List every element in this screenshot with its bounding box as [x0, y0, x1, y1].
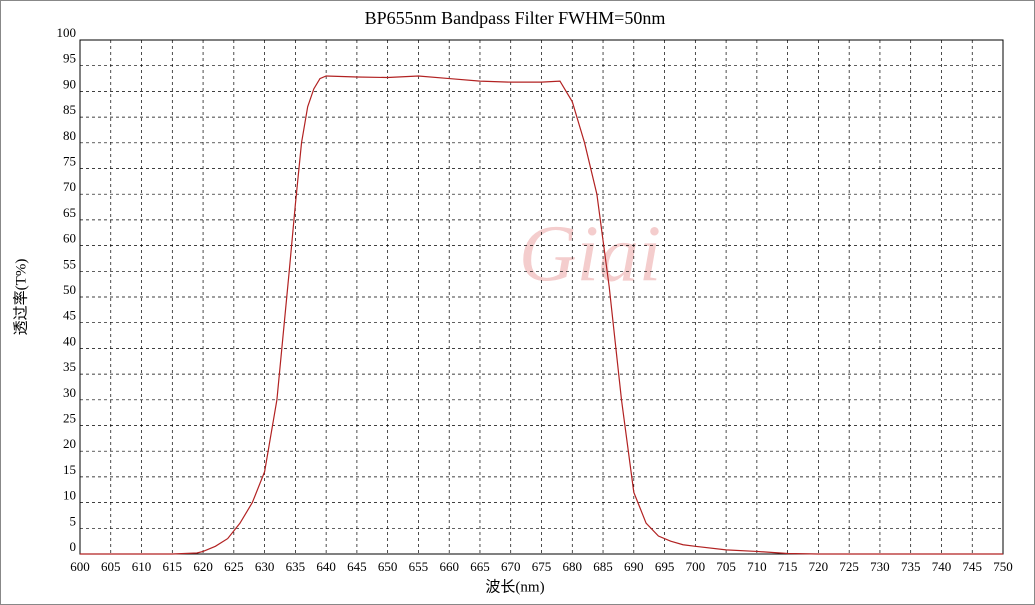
x-tick-label: 725 — [839, 559, 859, 574]
x-tick-label: 710 — [747, 559, 767, 574]
x-tick-label: 635 — [286, 559, 306, 574]
x-tick-label: 745 — [962, 559, 982, 574]
y-tick-label: 10 — [63, 488, 76, 503]
plot-border — [79, 39, 1004, 555]
x-tick-label: 620 — [193, 559, 213, 574]
x-tick-label: 715 — [778, 559, 798, 574]
x-tick-label: 685 — [593, 559, 613, 574]
y-tick-label: 45 — [63, 308, 76, 323]
y-tick-label: 100 — [57, 25, 77, 40]
x-tick-label: 730 — [870, 559, 890, 574]
y-tick-label: 95 — [63, 51, 76, 66]
y-tick-label: 0 — [70, 539, 77, 554]
y-tick-label: 30 — [63, 385, 76, 400]
x-tick-label: 655 — [409, 559, 429, 574]
x-tick-label: 615 — [163, 559, 183, 574]
y-tick-label: 20 — [63, 436, 76, 451]
y-tick-label: 55 — [63, 256, 76, 271]
x-tick-label: 720 — [809, 559, 829, 574]
x-tick-label: 735 — [901, 559, 921, 574]
y-tick-label: 25 — [63, 410, 76, 425]
x-tick-label: 700 — [686, 559, 706, 574]
x-tick-label: 670 — [501, 559, 521, 574]
x-tick-label: 740 — [932, 559, 952, 574]
y-tick-label: 90 — [63, 76, 76, 91]
watermark: Giai — [519, 210, 661, 298]
y-tick-label: 70 — [63, 179, 76, 194]
x-tick-label: 705 — [716, 559, 736, 574]
x-tick-label: 750 — [993, 559, 1013, 574]
x-tick-label: 675 — [532, 559, 552, 574]
x-tick-label: 640 — [316, 559, 336, 574]
x-axis-label: 波长(nm) — [485, 578, 544, 595]
x-tick-label: 665 — [470, 559, 490, 574]
y-tick-label: 15 — [63, 462, 76, 477]
y-tick-label: 50 — [63, 282, 76, 297]
x-tick-label: 650 — [378, 559, 398, 574]
y-tick-label: 5 — [70, 513, 77, 528]
chart-title: BP655nm Bandpass Filter FWHM=50nm — [365, 8, 666, 28]
y-tick-label: 40 — [63, 333, 76, 348]
line — [80, 75, 1003, 555]
x-tick-label: 610 — [132, 559, 152, 574]
x-tick-label: 625 — [224, 559, 244, 574]
x-tick-label: 630 — [255, 559, 275, 574]
y-tick-label: 75 — [63, 153, 76, 168]
y-tick-label: 80 — [63, 128, 76, 143]
x-tick-label: 695 — [655, 559, 675, 574]
y-tick-label: 65 — [63, 205, 76, 220]
y-axis-label: 透过率(T%) — [12, 259, 29, 336]
x-tick-label: 600 — [70, 559, 90, 574]
y-tick-label: 35 — [63, 359, 76, 374]
x-tick-label: 680 — [563, 559, 583, 574]
x-tick-label: 605 — [101, 559, 121, 574]
y-tick-label: 60 — [63, 231, 76, 246]
x-tick-label: 660 — [439, 559, 459, 574]
x-tick-label: 690 — [624, 559, 644, 574]
x-tick-label: 645 — [347, 559, 367, 574]
y-tick-label: 85 — [63, 102, 76, 117]
